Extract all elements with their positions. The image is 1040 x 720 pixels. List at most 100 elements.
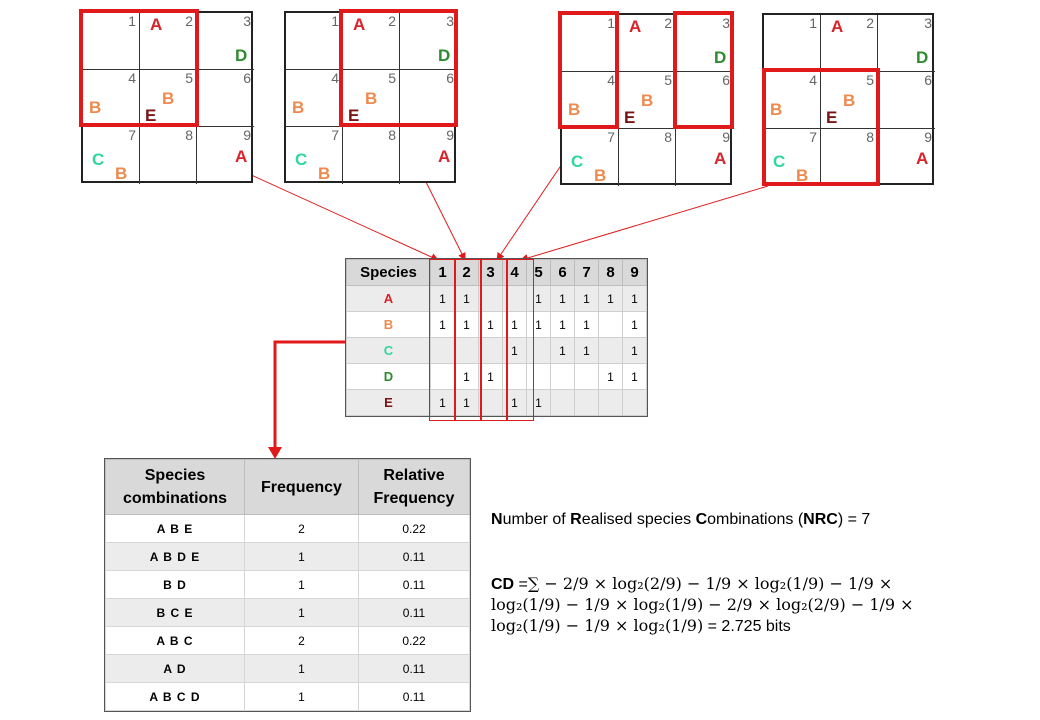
presence-cell xyxy=(598,389,623,416)
species-label: E xyxy=(145,106,157,125)
presence-cell: 1 xyxy=(574,311,599,338)
highlight-window-3-right xyxy=(673,11,734,129)
arrow-grid4-col4 xyxy=(520,185,769,262)
presence-cell xyxy=(622,389,647,416)
species-label: A xyxy=(438,147,451,166)
species-label: B xyxy=(115,164,128,183)
species-name-cell: C xyxy=(346,337,431,364)
presence-cell: 1 xyxy=(550,285,575,312)
grid-cell: 8 xyxy=(140,127,197,184)
arrow-to-combinations xyxy=(273,340,346,449)
relative-frequency-cell: 0.11 xyxy=(358,682,470,711)
table-header-row: Species combinations Frequency Relative Fr… xyxy=(105,459,470,515)
relative-frequency-cell: 0.11 xyxy=(358,542,470,571)
presence-cell: 1 xyxy=(622,363,647,390)
table-row: B D 1 0.11 xyxy=(105,570,470,599)
presence-cell: 1 xyxy=(430,311,455,338)
species-label: E xyxy=(624,108,636,127)
species-label: B xyxy=(843,91,856,110)
relative-frequency-cell: 0.11 xyxy=(358,598,470,627)
relative-frequency-header: Relative Frequency xyxy=(358,459,470,515)
grid-cell: 1 xyxy=(83,13,140,70)
presence-cell: 1 xyxy=(598,285,623,312)
combo-cell: A B E xyxy=(105,514,245,543)
presence-cell xyxy=(550,363,575,390)
grid-cell: 6 xyxy=(878,72,935,129)
nrc-statement: Number of Realised species Combinations … xyxy=(491,511,871,528)
species-label: D xyxy=(714,48,727,67)
combo-cell: B D xyxy=(105,570,245,599)
presence-cell xyxy=(574,363,599,390)
species-label: B xyxy=(365,89,378,108)
relative-frequency-cell: 0.11 xyxy=(358,654,470,683)
grid-cell: 8 xyxy=(343,127,400,184)
species-label: B xyxy=(641,91,654,110)
species-name-cell: E xyxy=(346,389,431,416)
table-row: A B D E 1 0.11 xyxy=(105,542,470,571)
species-label: B xyxy=(292,98,305,117)
presence-cell xyxy=(430,337,455,364)
relative-frequency-cell: 0.22 xyxy=(358,514,470,543)
species-label: C xyxy=(295,150,308,169)
species-label: A xyxy=(353,15,366,34)
species-label: B xyxy=(770,100,783,119)
column-header: 8 xyxy=(598,259,623,286)
frequency-cell: 1 xyxy=(244,542,359,571)
table-row: A B C 2 0.22 xyxy=(105,626,470,655)
arrow-to-combinations-head xyxy=(268,447,282,459)
presence-cell xyxy=(430,363,455,390)
table-row: A D 1 0.11 xyxy=(105,654,470,683)
species-label: D xyxy=(235,46,248,65)
presence-cell xyxy=(478,285,503,312)
presence-cell xyxy=(598,337,623,364)
presence-cell xyxy=(574,389,599,416)
table-row: A B E 2 0.22 xyxy=(105,514,470,543)
presence-cell: 1 xyxy=(550,311,575,338)
grid-cell: 1 xyxy=(764,15,821,72)
presence-cell: 1 xyxy=(526,389,551,416)
species-combinations-table: Species combinations Frequency Relative Fr… xyxy=(104,458,471,712)
column-header: 7 xyxy=(574,259,599,286)
presence-cell: 1 xyxy=(598,363,623,390)
frequency-cell: 1 xyxy=(244,570,359,599)
column-header: 3 xyxy=(478,259,503,286)
species-label: B xyxy=(89,98,102,117)
column-header: 6 xyxy=(550,259,575,286)
frequency-cell: 2 xyxy=(244,514,359,543)
highlight-window-1 xyxy=(79,9,199,127)
presence-cell: 1 xyxy=(622,311,647,338)
relative-frequency-cell: 0.11 xyxy=(358,570,470,599)
species-label: D xyxy=(916,48,929,67)
species-label: D xyxy=(438,46,451,65)
species-label: B xyxy=(318,164,331,183)
presence-cell xyxy=(526,363,551,390)
species-label: A xyxy=(150,15,163,34)
column-highlight-1 xyxy=(429,259,455,421)
presence-cell: 1 xyxy=(430,285,455,312)
combo-cell: B C E xyxy=(105,598,245,627)
presence-cell xyxy=(598,311,623,338)
species-label: C xyxy=(773,152,786,171)
species-label: A xyxy=(629,17,642,36)
highlight-window-4 xyxy=(762,68,880,186)
species-name-cell: D xyxy=(346,363,431,390)
column-highlight-3 xyxy=(481,259,507,421)
presence-cell: 1 xyxy=(454,311,479,338)
frequency-cell: 2 xyxy=(244,626,359,655)
